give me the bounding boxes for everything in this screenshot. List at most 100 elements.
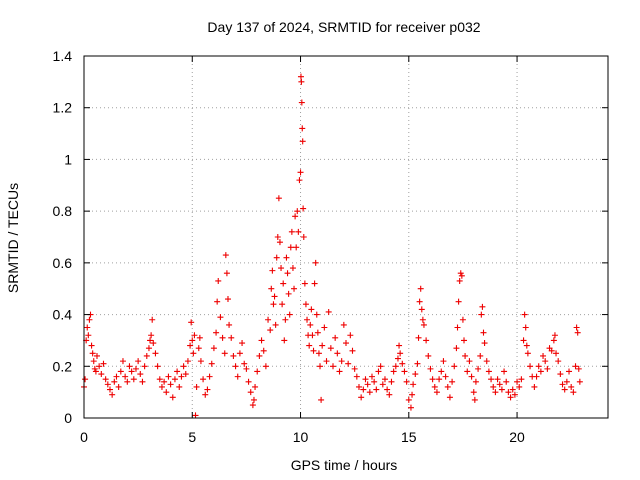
data-point bbox=[119, 358, 126, 365]
data-point bbox=[446, 394, 453, 401]
data-point bbox=[215, 277, 222, 284]
data-point bbox=[86, 316, 93, 323]
data-point bbox=[171, 376, 178, 383]
data-point bbox=[388, 378, 395, 385]
data-point bbox=[302, 301, 309, 308]
data-point bbox=[381, 376, 388, 383]
data-point bbox=[252, 383, 259, 390]
data-point bbox=[285, 290, 292, 297]
data-point bbox=[384, 386, 391, 393]
data-point bbox=[109, 391, 116, 398]
data-point bbox=[403, 378, 410, 385]
data-point bbox=[230, 352, 237, 359]
data-point bbox=[364, 381, 371, 388]
data-point bbox=[358, 394, 365, 401]
data-point bbox=[291, 285, 298, 292]
data-point bbox=[286, 311, 293, 318]
data-point bbox=[542, 358, 549, 365]
data-point bbox=[204, 386, 211, 393]
data-point bbox=[98, 371, 105, 378]
data-point bbox=[275, 195, 282, 202]
data-point bbox=[228, 334, 235, 341]
data-point bbox=[139, 378, 146, 385]
data-point bbox=[313, 311, 320, 318]
data-point bbox=[550, 337, 557, 344]
data-point bbox=[377, 363, 384, 370]
data-point bbox=[368, 373, 375, 380]
data-point bbox=[332, 334, 339, 341]
data-point bbox=[440, 358, 447, 365]
data-point bbox=[347, 332, 354, 339]
data-point bbox=[250, 396, 257, 403]
data-point bbox=[459, 316, 466, 323]
data-point bbox=[425, 352, 432, 359]
data-point bbox=[297, 169, 304, 176]
data-point bbox=[96, 363, 103, 370]
data-point bbox=[492, 389, 499, 396]
data-point bbox=[507, 394, 514, 401]
data-point bbox=[187, 342, 194, 349]
data-point bbox=[213, 329, 220, 336]
data-point bbox=[464, 368, 471, 375]
data-point bbox=[505, 389, 512, 396]
data-point bbox=[117, 368, 124, 375]
data-point bbox=[158, 383, 165, 390]
data-point bbox=[551, 332, 558, 339]
data-point bbox=[287, 244, 294, 251]
data-point bbox=[544, 365, 551, 372]
y-tick-label: 1.2 bbox=[53, 100, 73, 116]
data-point bbox=[478, 311, 485, 318]
data-point bbox=[267, 327, 274, 334]
data-point bbox=[239, 340, 246, 347]
data-point bbox=[84, 324, 91, 331]
data-point bbox=[330, 363, 337, 370]
data-point bbox=[200, 376, 207, 383]
data-point bbox=[269, 267, 276, 274]
data-point bbox=[243, 365, 250, 372]
data-point bbox=[221, 350, 228, 357]
data-point bbox=[405, 396, 412, 403]
data-point bbox=[224, 296, 231, 303]
data-point bbox=[566, 368, 573, 375]
data-point bbox=[100, 360, 107, 367]
y-tick-label: 0.4 bbox=[53, 307, 73, 323]
data-point bbox=[375, 368, 382, 375]
data-point bbox=[197, 358, 204, 365]
data-point bbox=[176, 383, 183, 390]
data-point bbox=[196, 334, 203, 341]
data-point bbox=[501, 368, 508, 375]
data-point bbox=[436, 376, 443, 383]
data-point bbox=[409, 391, 416, 398]
data-point bbox=[454, 324, 461, 331]
data-point bbox=[522, 324, 529, 331]
data-point bbox=[91, 365, 98, 372]
data-point bbox=[260, 347, 267, 354]
data-point bbox=[310, 347, 317, 354]
data-point bbox=[570, 389, 577, 396]
data-point bbox=[419, 316, 426, 323]
data-point bbox=[208, 360, 215, 367]
data-point bbox=[453, 345, 460, 352]
data-point bbox=[355, 383, 362, 390]
data-point bbox=[297, 73, 304, 80]
data-point bbox=[379, 381, 386, 388]
data-point bbox=[278, 265, 285, 272]
data-point bbox=[523, 342, 530, 349]
data-point bbox=[274, 234, 281, 240]
data-point bbox=[458, 272, 465, 279]
data-point bbox=[143, 352, 150, 359]
data-point bbox=[148, 332, 155, 339]
data-point bbox=[444, 383, 451, 390]
data-point bbox=[553, 350, 560, 357]
data-point bbox=[366, 389, 373, 396]
data-point bbox=[195, 345, 202, 352]
grid-lines bbox=[84, 56, 608, 418]
data-point bbox=[373, 386, 380, 393]
y-tick-label: 0.2 bbox=[53, 358, 73, 374]
data-point bbox=[420, 321, 427, 328]
data-point bbox=[214, 298, 221, 305]
data-point bbox=[232, 363, 239, 370]
x-tick-label: 0 bbox=[80, 429, 88, 445]
data-point bbox=[309, 332, 316, 339]
